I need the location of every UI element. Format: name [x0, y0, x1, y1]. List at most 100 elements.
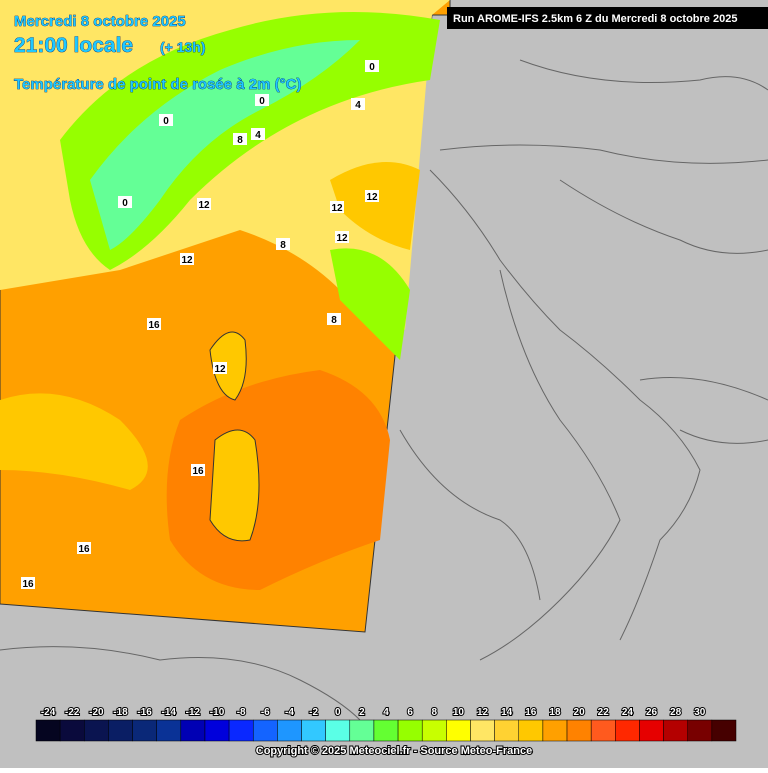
contour-label-box [233, 133, 247, 145]
contour-label-box [213, 362, 227, 374]
color-swatch [204, 719, 230, 742]
contour-label-box [276, 238, 290, 250]
date: Mercredi 8 octobre 2025 [14, 13, 186, 30]
color-swatch [397, 719, 423, 742]
color-swatch [59, 719, 85, 742]
local-time: 21:00 locale [14, 34, 133, 57]
contour-label: 8 [331, 315, 337, 326]
contour-label: 4 [355, 100, 361, 111]
contour-label-box [21, 577, 35, 589]
contour-label-box [255, 94, 269, 106]
colorbar-tick: 22 [598, 707, 610, 718]
colorbar-tick: -24 [41, 707, 56, 718]
color-swatch [518, 719, 544, 742]
colorbar-tick: -18 [113, 707, 128, 718]
contour-label: 16 [22, 579, 34, 590]
colorbar-tick: 20 [574, 707, 586, 718]
color-swatch [470, 719, 495, 742]
color-swatch [301, 719, 326, 742]
color-swatch [590, 719, 616, 742]
contour-label: 8 [280, 240, 286, 251]
color-swatch [711, 719, 737, 742]
color-swatch [349, 719, 375, 742]
contour-label-box [180, 253, 194, 265]
color-swatch [373, 719, 399, 742]
color-swatch [542, 719, 568, 742]
islands [209, 331, 260, 542]
color-swatch [687, 719, 713, 742]
colorbar-tick: -8 [237, 707, 246, 718]
contour-label-box [159, 114, 173, 126]
contour-label-box [77, 542, 91, 554]
colorbar-tick: 10 [453, 707, 465, 718]
contour-labels: 0 4 0 0 4 8 0 12 12 12 12 8 12 16 12 8 16 16 16 [21, 60, 379, 590]
zone-orange-light [330, 162, 420, 250]
colorbar-tick: 0 [335, 707, 341, 718]
colorbar-tick: -12 [186, 707, 201, 718]
contour-label-box [335, 231, 349, 243]
colorbar-tick: 28 [670, 707, 682, 718]
contour-label: 12 [181, 255, 193, 266]
color-swatch [494, 719, 520, 742]
contour-label: 0 [369, 62, 375, 73]
colorbar-tick: 18 [549, 707, 561, 718]
contour-label: 12 [331, 203, 343, 214]
colorbar-tick: -2 [309, 707, 318, 718]
colorbar-tick: 8 [431, 707, 437, 718]
contour-label-box [118, 196, 132, 208]
parameter: Température de point de rosée à 2m (°C) [14, 76, 301, 93]
colorbar-tick: 2 [359, 707, 365, 718]
contour-label-box [351, 98, 365, 110]
contour-label-box [327, 313, 341, 325]
color-swatch [156, 719, 182, 742]
color-swatch [132, 719, 157, 742]
colorbar-tick: -10 [210, 707, 225, 718]
color-swatch [84, 719, 109, 742]
color-swatch [615, 719, 640, 742]
contour-label: 12 [336, 233, 348, 244]
colorbar-tick: -16 [137, 707, 152, 718]
contour-label-box [147, 318, 161, 330]
color-swatch [108, 719, 133, 742]
zone-cyan [90, 40, 360, 250]
color-swatch [228, 719, 254, 742]
lead-time: (+ 13h) [160, 39, 206, 55]
colorbar-tick: 6 [407, 707, 413, 718]
contour-label-box [330, 201, 344, 213]
contour-label: 12 [214, 364, 226, 375]
contour-label: 12 [198, 200, 210, 211]
contour-label-box [365, 60, 379, 72]
colorbar-tick: 12 [477, 707, 489, 718]
contour-label: 8 [237, 135, 243, 146]
colorbar-tick: -20 [89, 707, 104, 718]
color-swatch [180, 719, 206, 742]
colorbar-tick: -6 [261, 707, 270, 718]
contour-label: 16 [192, 466, 204, 477]
colorbar: -24 -22 -20 -18 -16 -14 -12 -10 -8 -6 -4 -2 0 2 4 6 8 10 1… [35, 706, 737, 742]
colorbar-tick: 26 [646, 707, 658, 718]
run-bar [447, 7, 768, 29]
color-swatch [277, 719, 302, 742]
color-swatch [325, 719, 351, 742]
contour-label: 0 [259, 96, 265, 107]
colorbar-tick: -14 [162, 707, 177, 718]
contour-label-box [191, 464, 205, 476]
color-swatch [566, 719, 592, 742]
borders [0, 59, 768, 721]
contour-label: 16 [78, 544, 90, 555]
colorbar-tick: 16 [525, 707, 537, 718]
colorbar-tick: 14 [501, 707, 513, 718]
colorbar-tick: 4 [383, 707, 389, 718]
contour-label: 12 [366, 192, 378, 203]
zone-orange-light-2 [0, 393, 148, 490]
colorbar-tick: 24 [622, 707, 634, 718]
contour-label: 4 [255, 130, 261, 141]
color-swatch [639, 719, 664, 742]
copyright: Copyright © 2025 Meteociel.fr - Source M… [256, 745, 532, 757]
color-swatch [446, 719, 471, 742]
colorbar-tick: -22 [65, 707, 80, 718]
contour-label: 0 [122, 198, 128, 209]
contour-label-box [197, 198, 211, 210]
contour-label: 0 [163, 116, 169, 127]
